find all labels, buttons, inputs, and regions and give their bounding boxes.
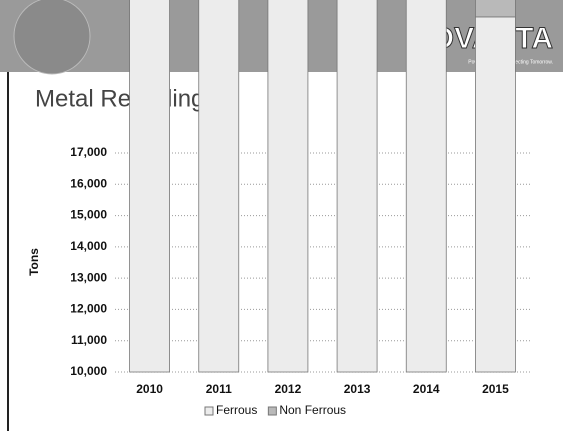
y-tick-label: 16,000 [70,176,107,190]
bar-segment [336,0,378,373]
x-tick-label: 2010 [136,382,163,396]
bar-segment [129,0,170,373]
y-tick-label: 17,000 [70,145,107,159]
bar-segment [198,0,240,373]
x-tick-label: 2011 [206,382,232,396]
y-axis-label: Tons [27,248,41,276]
bar-segment [475,16,516,373]
x-tick-label: 2012 [275,382,302,396]
y-tick-label: 13,000 [70,270,107,284]
chart-title: Metal Recycling [35,85,204,112]
x-tick-label: 2013 [344,382,371,396]
y-tick-label: 11,000 [71,333,107,347]
legend-swatch [204,406,214,416]
bar-segment [405,0,447,373]
x-tick-label: 2014 [413,382,440,396]
legend-label: Ferrous [216,403,257,417]
bar-segment [267,0,309,373]
legend-label: Non Ferrous [279,403,346,417]
y-tick-label: 15,000 [70,208,107,222]
header-globe [13,0,91,75]
x-tick-label: 2015 [482,382,509,396]
y-tick-label: 10,000 [70,364,107,378]
y-tick-label: 12,000 [70,302,107,316]
bar-segment [475,0,516,18]
legend-swatch [267,406,277,416]
y-tick-label: 14,000 [70,239,107,253]
